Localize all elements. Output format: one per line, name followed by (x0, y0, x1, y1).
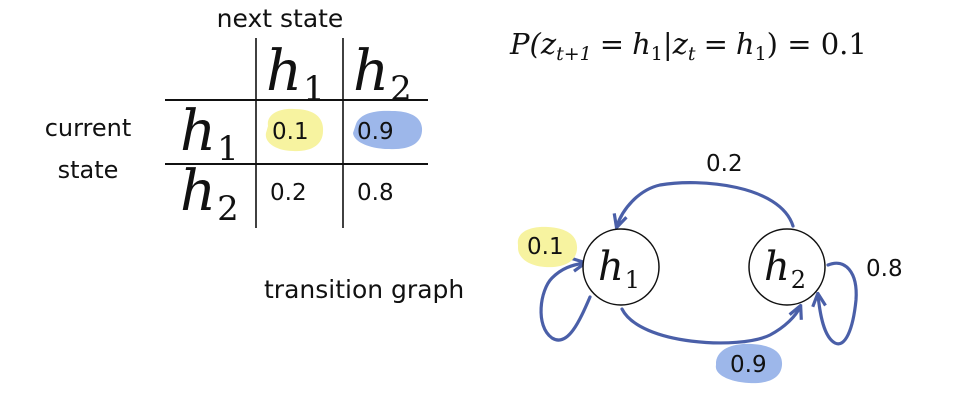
node-h2 (748, 228, 826, 306)
column-header-h1: h1 (266, 39, 325, 109)
transition-graph: transition graph h1 h2 0.2 0.1 0.8 0.9 (264, 151, 903, 384)
transition-table: next state current state h1 h2 h1 h2 0.1… (45, 4, 428, 229)
self-loop-h1 (539, 263, 592, 342)
transition-probability-equation: P(zt+1 = h1|zt = h1) = 0.1 (509, 27, 867, 65)
cell-h2-h2: 0.8 (357, 180, 394, 206)
edge-label-h2-to-h1: 0.2 (706, 151, 743, 177)
highlight-yellow-cell-h1-h1 (265, 108, 324, 152)
edge-h1-to-h2 (620, 307, 800, 345)
row-header-h2: h2 (180, 159, 239, 229)
edge-label-h1-to-h2: 0.9 (730, 352, 767, 378)
row-header-h1: h1 (180, 99, 239, 169)
node-h1-label: h1 (598, 244, 640, 294)
cell-h2-h1: 0.2 (270, 180, 307, 206)
edge-h2-to-h1 (617, 181, 795, 226)
row-header-state: state (58, 156, 119, 184)
row-header-current: current (45, 114, 132, 142)
node-h2-label: h2 (764, 244, 806, 294)
edge-label-self-loop-h1: 0.1 (527, 234, 564, 260)
cell-h1-h1: 0.1 (272, 119, 309, 145)
node-h1 (582, 228, 660, 306)
highlight-blue-cell-h1-h2 (353, 110, 423, 150)
edge-label-self-loop-h2: 0.8 (866, 256, 903, 282)
highlight-yellow-self-loop-h1 (517, 226, 578, 268)
column-header-next-state: next state (217, 4, 344, 33)
cell-h1-h2: 0.9 (357, 119, 394, 145)
graph-caption: transition graph (264, 275, 464, 304)
column-header-h2: h2 (353, 39, 412, 109)
highlight-blue-edge-h1-h2 (715, 343, 783, 384)
self-loop-h2 (818, 261, 858, 346)
